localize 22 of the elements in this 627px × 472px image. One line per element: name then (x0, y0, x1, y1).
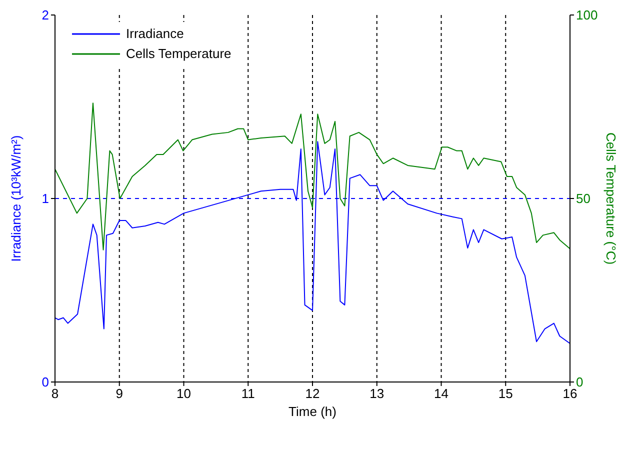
x-tick-label: 14 (434, 386, 448, 402)
legend-label: Cells Temperature (126, 45, 232, 63)
x-axis-title: Time (h) (288, 404, 336, 419)
x-tick-label: 12 (305, 386, 320, 402)
line-series (55, 141, 570, 344)
x-tick-label: 16 (562, 386, 578, 402)
y-tick-label: 2 (42, 8, 49, 23)
y-tick-label: 0 (42, 374, 49, 390)
x-tick-label: 10 (176, 386, 191, 402)
x-tick-label: 8 (51, 386, 59, 402)
y-tick-label: 1 (42, 191, 49, 206)
y2-tick-label: 0 (576, 374, 584, 390)
x-tick-label: 15 (498, 386, 513, 402)
y-axis-title: Irradiance (10³kW/m²) (8, 135, 24, 262)
line-series (55, 102, 570, 250)
y2-tick-label: 100 (576, 8, 598, 23)
y2-tick-label: 50 (576, 191, 590, 206)
x-tick-label: 11 (241, 386, 255, 402)
legend-label: Irradiance (126, 25, 184, 43)
x-tick-label: 13 (370, 386, 384, 402)
y2-axis-title: Cells Temperature (°C) (603, 132, 618, 265)
x-tick-label: 9 (116, 386, 123, 402)
